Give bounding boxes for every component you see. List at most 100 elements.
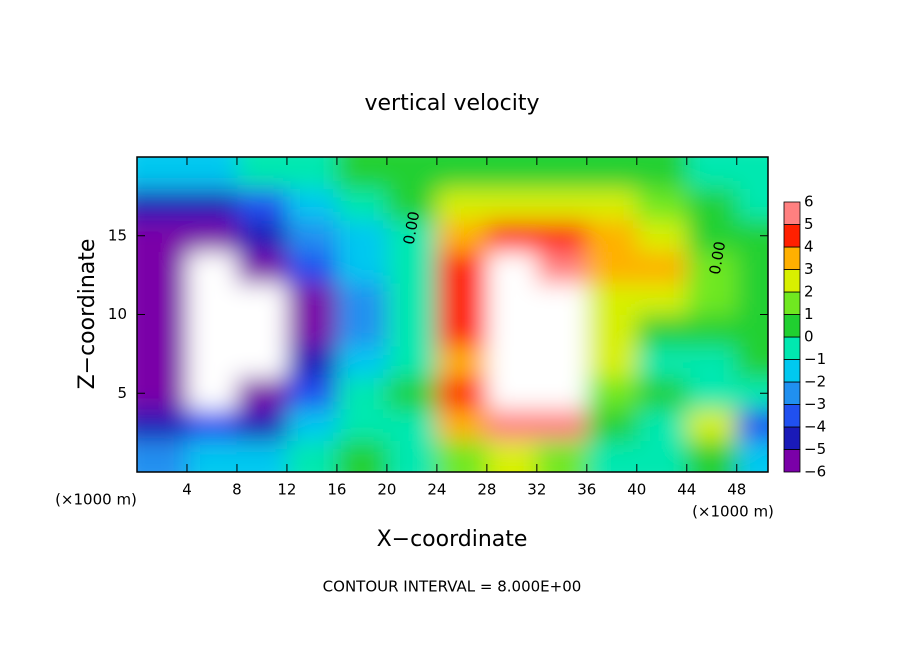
field-cell — [336, 220, 388, 252]
field-cell — [536, 283, 588, 315]
field-cell — [236, 440, 288, 472]
x-tick-label: 16 — [327, 481, 346, 499]
field-cell — [137, 251, 188, 284]
field-cell — [486, 440, 538, 472]
field-cell — [137, 377, 188, 410]
field-cell — [536, 440, 588, 472]
y-axis-label: Z−coordinate — [75, 239, 100, 390]
colorbar-box — [783, 291, 801, 315]
field-cell — [236, 314, 288, 347]
field-cell — [586, 251, 638, 284]
field-cell — [386, 346, 438, 378]
field-cell — [486, 188, 538, 221]
colorbar-box — [783, 269, 801, 293]
x-tick-label: 28 — [477, 481, 496, 499]
field-cell — [536, 346, 588, 378]
field-cell — [236, 346, 288, 378]
field-cell — [286, 157, 338, 189]
field-cell — [436, 440, 488, 472]
field-cell — [386, 283, 438, 315]
field-cell — [386, 377, 438, 410]
field-cell — [436, 409, 488, 441]
field-cell — [137, 314, 188, 347]
x-tick-label: 24 — [427, 481, 446, 499]
field-cell — [386, 188, 438, 221]
field-cell — [636, 314, 688, 347]
colorbar-label: −2 — [804, 373, 826, 391]
field-cell — [436, 314, 488, 347]
x-tick-label: 20 — [377, 481, 396, 499]
contour-label: 0.00 — [706, 240, 730, 276]
y-tick-label: 15 — [108, 226, 127, 244]
field-cell — [536, 220, 588, 252]
field-cell — [336, 251, 388, 284]
x-tick-label: 8 — [232, 481, 242, 499]
field-cell — [137, 283, 188, 315]
field-cell — [137, 157, 188, 189]
x-tick-label: 40 — [627, 481, 646, 499]
field-cell — [336, 157, 388, 189]
field-cell — [186, 346, 238, 378]
field-cell — [286, 314, 338, 347]
field-cell — [336, 377, 388, 410]
field-cell — [736, 283, 768, 315]
field-cell — [736, 346, 768, 378]
colorbar-box — [783, 404, 801, 428]
field-cell — [536, 377, 588, 410]
field-cell — [536, 251, 588, 284]
field-cell — [486, 377, 538, 410]
field-cell — [436, 251, 488, 284]
field-cell — [686, 220, 738, 252]
colorbar-label: 3 — [804, 260, 814, 278]
field-cell — [137, 440, 188, 472]
colorbar-box — [783, 449, 801, 473]
field-cell — [137, 220, 188, 252]
field-cell — [236, 377, 288, 410]
field-cell — [686, 314, 738, 347]
colorbar-label: −3 — [804, 395, 826, 413]
field-cell — [236, 251, 288, 284]
x-unit: (×1000 m) — [55, 491, 137, 509]
field-cell — [736, 314, 768, 347]
field-cell — [586, 440, 638, 472]
field-cell — [286, 409, 338, 441]
field-cell — [736, 188, 768, 221]
field-cell — [486, 409, 538, 441]
colorbar-box — [783, 246, 801, 270]
field-cell — [336, 188, 388, 221]
field-cell — [186, 188, 238, 221]
y-tick-label: 5 — [117, 384, 127, 402]
field-cell — [536, 157, 588, 189]
field-cell — [486, 346, 538, 378]
field-cell — [236, 157, 288, 189]
field-cell — [286, 440, 338, 472]
field-cell — [586, 346, 638, 378]
field-cell — [636, 346, 688, 378]
x-unit: (×1000 m) — [692, 503, 774, 521]
field-cell — [236, 220, 288, 252]
field-cell — [186, 283, 238, 315]
field-cell — [436, 346, 488, 378]
field-cell — [636, 283, 688, 315]
field-cell — [336, 440, 388, 472]
field-cell — [586, 409, 638, 441]
field-cell — [286, 346, 338, 378]
colorbar-box — [783, 359, 801, 383]
field-cell — [636, 440, 688, 472]
field-cell — [137, 188, 188, 221]
field-cell — [286, 220, 338, 252]
field-cell — [636, 188, 688, 221]
x-tick-label: 12 — [277, 481, 296, 499]
field-cell — [586, 188, 638, 221]
colorbar-box — [783, 201, 801, 225]
field-cell — [536, 188, 588, 221]
colorbar-label: 4 — [804, 238, 814, 256]
field-cell — [186, 377, 238, 410]
field-cell — [436, 220, 488, 252]
field-cell — [186, 251, 238, 284]
x-tick-label: 36 — [577, 481, 596, 499]
field-cell — [636, 157, 688, 189]
field-cell — [286, 377, 338, 410]
field-cell — [286, 251, 338, 284]
field-cell — [386, 314, 438, 347]
